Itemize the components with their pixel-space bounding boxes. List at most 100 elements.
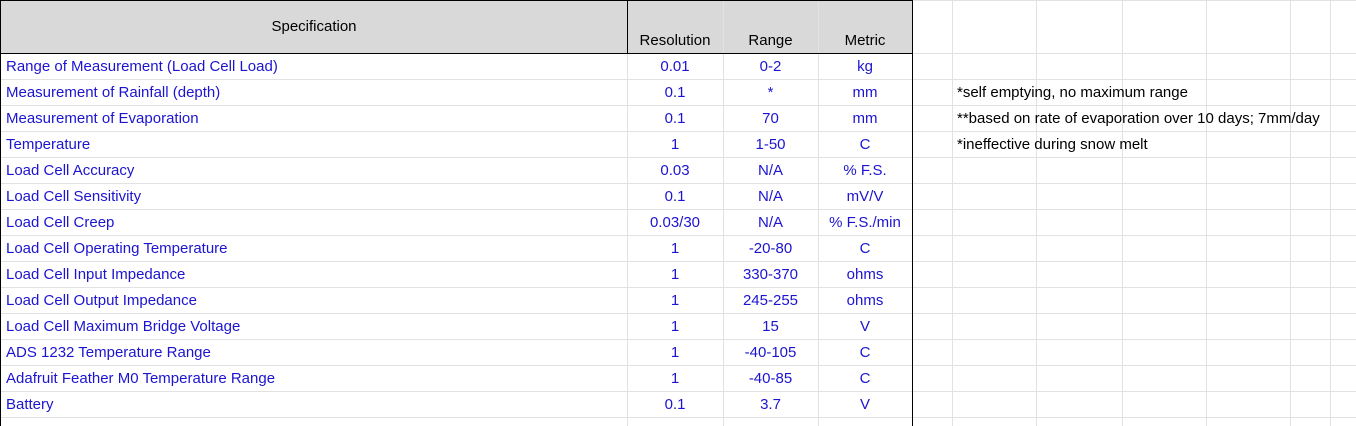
cell-metric[interactable]: V [859,318,870,335]
cell-specification[interactable]: ADS 1232 Temperature Range [6,344,211,361]
gridline [0,339,1356,340]
cell-specification[interactable]: Load Cell Output Impedance [6,292,197,309]
cell-specification[interactable]: Range of Measurement (Load Cell Load) [6,58,278,75]
gridline [1206,0,1207,426]
cell-range[interactable]: 3.7 [760,396,781,413]
table-row: Battery 0.1 3.7 V [0,392,1356,418]
table-row: Load Cell Accuracy 0.03 N/A % F.S. [0,158,1356,184]
table-row: Temperature 1 1-50 C *ineffective during sno… [0,132,1356,158]
gridline [1330,0,1331,426]
gridline [0,287,1356,288]
cell-metric[interactable]: C [859,344,871,361]
cell-resolution[interactable]: 0.1 [664,110,686,127]
gridline [0,157,1356,158]
cell-metric[interactable]: ohms [846,266,884,283]
gridline [0,391,1356,392]
cell-metric[interactable]: mm [852,110,878,127]
cell-resolution[interactable]: 0.1 [664,84,686,101]
header-specification[interactable]: Specification [271,18,357,35]
cell-range[interactable]: N/A [757,214,783,231]
cell-resolution[interactable]: 1 [670,266,680,283]
cell-metric[interactable]: C [859,136,871,153]
header-range[interactable]: Range [748,32,793,49]
cell-specification[interactable]: Battery [6,396,54,413]
gridline [0,131,1356,132]
cell-note[interactable]: *ineffective during snow melt [957,136,1148,153]
cell-specification[interactable]: Load Cell Maximum Bridge Voltage [6,318,241,335]
cell-range[interactable]: 245-255 [742,292,799,309]
table-row: ADS 1232 Temperature Range 1 -40-105 C [0,340,1356,366]
cell-metric[interactable]: ohms [846,292,884,309]
cell-specification[interactable]: Load Cell Accuracy [6,162,135,179]
cell-range[interactable]: 330-370 [742,266,799,283]
header-resolution[interactable]: Resolution [639,32,711,49]
cell-specification[interactable]: Load Cell Creep [6,214,115,231]
cell-range[interactable]: 15 [762,318,779,335]
cell-resolution[interactable]: 0.1 [664,188,686,205]
cell-note[interactable]: *self emptying, no maximum range [957,84,1188,101]
cell-range[interactable]: 0-2 [759,58,782,75]
cell-metric[interactable]: % F.S./min [829,214,901,231]
cell-range[interactable]: -40-105 [744,344,797,361]
cell-resolution[interactable]: 1 [670,292,680,309]
cell-range[interactable]: N/A [757,188,783,205]
cell-metric[interactable]: mV/V [846,188,884,205]
cell-resolution[interactable]: 1 [670,344,680,361]
cell-range[interactable]: -20-80 [748,240,793,257]
cell-resolution[interactable]: 1 [670,318,680,335]
gridline [0,79,1356,80]
gridline [1036,0,1037,426]
gridline [952,0,953,426]
gridline [0,313,1356,314]
cell-specification[interactable]: Temperature [6,136,91,153]
cell-metric[interactable]: % F.S. [843,162,887,179]
table-border [0,0,913,1]
cell-specification[interactable]: Load Cell Input Impedance [6,266,186,283]
cell-specification[interactable]: Measurement of Evaporation [6,110,199,127]
cell-specification[interactable]: Load Cell Operating Temperature [6,240,228,257]
cell-metric[interactable]: C [859,240,871,257]
cell-resolution[interactable]: 0.1 [664,396,686,413]
cell-metric[interactable]: kg [857,58,873,75]
gridline [0,365,1356,366]
gridline [627,0,628,426]
cell-note[interactable]: **based on rate of evaporation over 10 d… [957,110,1320,127]
cell-range[interactable]: N/A [757,162,783,179]
table-row: Range of Measurement (Load Cell Load) 0.0… [0,54,1356,80]
table-border [627,0,628,54]
header-metric[interactable]: Metric [844,32,886,49]
cell-range[interactable]: 1-50 [755,136,786,153]
gridline [0,261,1356,262]
cell-specification[interactable]: Measurement of Rainfall (depth) [6,84,221,101]
table-border [912,0,913,426]
gridline [0,105,1356,106]
cell-range[interactable]: * [767,84,774,101]
cell-metric[interactable]: C [859,370,871,387]
header-fill [1,1,912,53]
gridline [0,417,1356,418]
cell-metric[interactable]: V [859,396,870,413]
table-row: Load Cell Maximum Bridge Voltage 1 15 V [0,314,1356,340]
cell-specification[interactable]: Adafruit Feather M0 Temperature Range [6,370,276,387]
gridline [0,235,1356,236]
table-row: Load Cell Creep 0.03/30 N/A % F.S./min [0,210,1356,236]
table-row: Load Cell Input Impedance 1 330-370 ohms [0,262,1356,288]
gridline [1122,0,1123,426]
cell-resolution[interactable]: 0.03/30 [649,214,701,231]
cell-resolution[interactable]: 1 [670,136,680,153]
table-row: Load Cell Output Impedance 1 245-255 ohms [0,288,1356,314]
table-row: Load Cell Sensitivity 0.1 N/A mV/V [0,184,1356,210]
cell-resolution[interactable]: 1 [670,240,680,257]
table-border [0,0,1,426]
gridline [0,183,1356,184]
cell-range[interactable]: -40-85 [748,370,793,387]
cell-specification[interactable]: Load Cell Sensitivity [6,188,142,205]
cell-metric[interactable]: mm [852,84,878,101]
cell-resolution[interactable]: 0.01 [660,58,690,75]
cell-range[interactable]: 70 [762,110,779,127]
gridline [818,0,819,426]
gridline [723,0,724,426]
cell-resolution[interactable]: 0.03 [660,162,690,179]
cell-resolution[interactable]: 1 [670,370,680,387]
